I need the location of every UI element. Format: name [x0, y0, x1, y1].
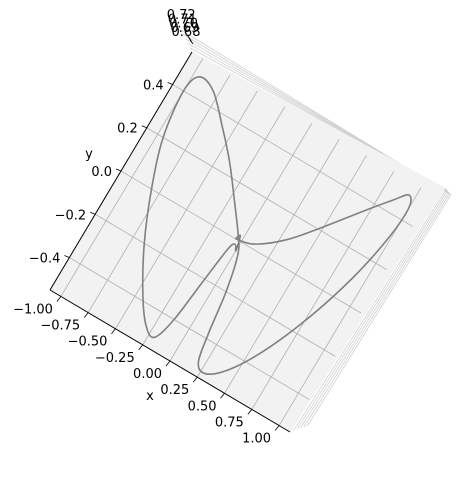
y-axis-label: y [85, 147, 93, 162]
y-tick-label: −0.4 [29, 252, 61, 267]
y-tick-mark [141, 125, 147, 129]
z-tick-mark [186, 34, 191, 39]
z-pane-edge [185, 38, 450, 429]
y-grid-line [172, 84, 413, 227]
y-grid-line [120, 170, 362, 314]
x-tick-mark [247, 409, 253, 415]
series-line [141, 76, 412, 375]
z-tick-label: 0.71 [168, 12, 197, 27]
y-tick-label: 0.0 [91, 165, 112, 180]
y-tick-label: 0.2 [117, 122, 138, 137]
x-tick-mark [83, 312, 89, 318]
x-tick-label: 0.75 [215, 415, 244, 430]
z-pane-edge [187, 42, 448, 430]
y-tick-mark [115, 168, 122, 172]
x-tick-mark [138, 344, 144, 351]
x-ticks: −1.00 −0.75−0.50−0.250.000.250.500.75 1.00 [13, 296, 280, 447]
y-ticks: −0.4 −0.2 0.0 0.2 0.4 [29, 78, 173, 267]
x-tick-label: 0.50 [188, 399, 217, 414]
z-pane-edge [189, 47, 447, 431]
z-ticks: 0.680.690.700.710.72 [167, 8, 201, 45]
series-layer [141, 76, 412, 375]
x-tick-label: 0.25 [160, 383, 189, 398]
x-tick-mark [56, 296, 62, 302]
y-grid-line [94, 213, 336, 357]
x-tick-label: −0.75 [40, 319, 80, 334]
y-tick-mark [64, 255, 70, 258]
z-tick-label: 0.70 [169, 17, 198, 32]
y-tick-label: 0.4 [143, 78, 164, 93]
x-tick-label: −1.00 [13, 302, 53, 317]
x-tick-mark [192, 376, 198, 383]
x-axis-label: x [146, 389, 154, 404]
x-tick-mark [165, 360, 171, 367]
x-tick-mark [111, 328, 116, 334]
z-tick-label: 0.72 [167, 8, 196, 23]
z-tick-label: 0.68 [172, 25, 201, 40]
x-tick-label: −0.25 [95, 351, 135, 366]
x-tick-label: 0.00 [133, 367, 162, 382]
z-pane-edge [182, 34, 451, 428]
z-pane-edge [180, 29, 452, 427]
z-axis-stack [180, 29, 452, 431]
y-grid-line [146, 127, 388, 271]
y-tick-mark [90, 211, 96, 215]
x-tick-label: 1.00 [242, 432, 271, 447]
y-tick-label: −0.2 [55, 208, 87, 223]
x-tick-label: −0.50 [68, 335, 108, 350]
y-grid-line [69, 257, 310, 400]
x-tick-mark [274, 425, 280, 431]
x-tick-mark [220, 393, 225, 399]
y-tick-mark [167, 82, 173, 85]
z-tick-label: 0.69 [170, 21, 199, 36]
